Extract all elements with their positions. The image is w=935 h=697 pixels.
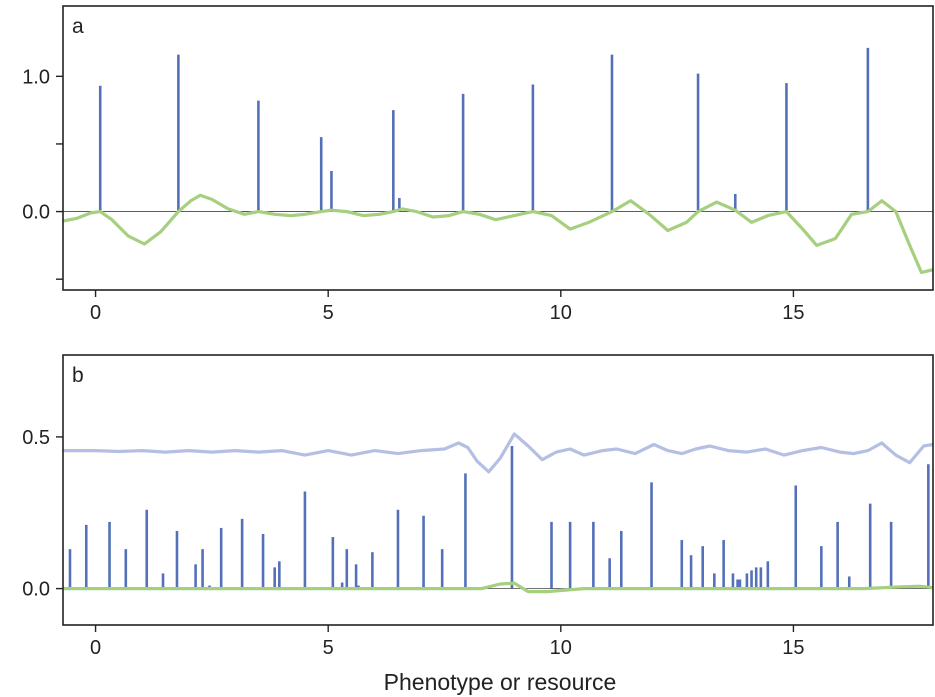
x-tick-label: 10: [550, 637, 572, 659]
x-tick-label: 0: [90, 637, 101, 659]
plot-area: [63, 47, 933, 274]
y-tick-label: 0.0: [22, 202, 50, 224]
y-tick-label: 0.0: [22, 579, 50, 601]
y-tick-label: 1.0: [22, 66, 50, 88]
series-line: [63, 432, 933, 474]
panel-a: 0 5 10 15 0.0 1.0 a: [22, 5, 934, 324]
panel-b: 0 5 10 15 0.0 0.5 b: [22, 354, 934, 659]
panel-label: a: [72, 15, 84, 38]
plot-frame: [62, 354, 934, 626]
x-tick-label: 15: [782, 637, 804, 659]
x-tick-label: 15: [782, 302, 804, 324]
x-axis-title: Phenotype or resource: [384, 669, 617, 695]
x-tick-label: 10: [550, 302, 572, 324]
x-tick-label: 5: [323, 302, 334, 324]
panel-label: b: [72, 364, 84, 387]
stem-series: [98, 47, 870, 212]
plot-frame: [62, 5, 934, 291]
plot-area: [63, 432, 933, 594]
series-line: [63, 193, 933, 274]
x-tick-label: 0: [90, 302, 101, 324]
stem-series: [68, 446, 930, 589]
x-tick-label: 5: [323, 637, 334, 659]
y-tick-label: 0.5: [22, 427, 50, 449]
series-line: [63, 581, 933, 594]
